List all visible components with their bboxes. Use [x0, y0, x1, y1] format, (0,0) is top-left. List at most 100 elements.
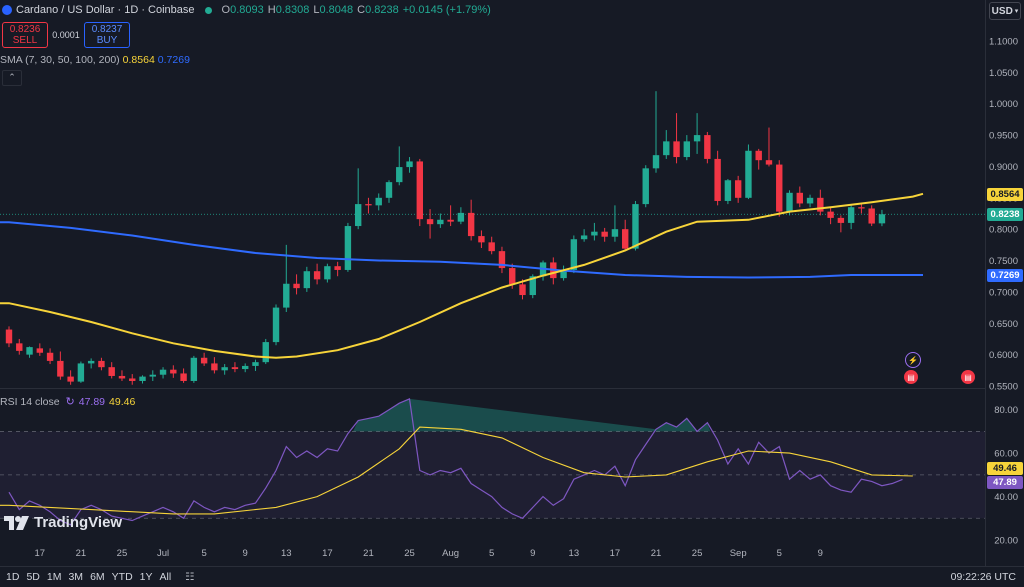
candle-body [272, 307, 280, 343]
candle-body [663, 141, 670, 156]
time-tick-label: 17 [322, 548, 333, 559]
candle-body [817, 197, 824, 212]
sma-label: SMA (7, 30, 50, 100, 200) [0, 54, 120, 66]
sell-price: 0.8236 [9, 23, 41, 35]
candle-body [108, 367, 115, 376]
candle-body [231, 367, 239, 370]
spread-value: 0.0001 [52, 29, 80, 40]
sma-fast-price-tag: 0.8564 [987, 188, 1023, 201]
timeframe-5d[interactable]: 5D [26, 570, 40, 583]
price-tick-label: 0.7000 [989, 287, 1018, 298]
time-tick-label: 25 [117, 548, 128, 559]
candle-body [868, 208, 875, 224]
candle-body [5, 329, 13, 344]
trade-panel: 0.8236 SELL 0.0001 0.8237 BUY [0, 21, 130, 48]
candle-body [87, 360, 95, 364]
candle-body [67, 376, 74, 382]
open-label: O [221, 4, 231, 16]
sma-fast-line [0, 192, 924, 359]
timeframe-ytd[interactable]: YTD [111, 570, 133, 583]
tradingview-logo-icon [4, 515, 29, 530]
rsi-overbought-fill [353, 398, 711, 432]
price-tick-label: 1.1000 [989, 37, 1018, 48]
candle-body [303, 271, 311, 289]
candle-body [827, 211, 834, 218]
sell-button[interactable]: 0.8236 SELL [2, 21, 48, 48]
candle-body [426, 219, 434, 225]
candle-body [242, 365, 249, 370]
price-tick-label: 0.5500 [989, 382, 1018, 393]
clock[interactable]: 09:22:26 UTC [950, 571, 1016, 583]
cardano-icon [2, 5, 12, 15]
us-flag-event-icon[interactable]: ▤ [961, 370, 975, 384]
candle-body [786, 192, 793, 212]
candle-body [765, 160, 773, 165]
rsi-price-tag: 47.89 [987, 476, 1023, 489]
price-tick-label: 0.6000 [989, 350, 1018, 361]
candle-body [683, 141, 691, 158]
chevron-down-icon: ▾ [1014, 8, 1019, 15]
market-status-icon [204, 6, 212, 14]
time-tick-label: 9 [243, 548, 248, 559]
price-tick-label: 0.7500 [989, 256, 1018, 267]
sell-label: SELL [12, 34, 38, 46]
tradingview-logo: TradingView [4, 514, 122, 531]
lightning-event-icon[interactable]: ⚡ [905, 352, 921, 368]
symbol-title[interactable]: Cardano / US Dollar · 1D · Coinbase [16, 4, 195, 16]
timeframe-6m[interactable]: 6M [90, 570, 105, 583]
candle-body [478, 236, 485, 243]
date-range-icon[interactable]: ☷ [185, 570, 195, 583]
candle-body [180, 373, 187, 381]
us-flag-event-icon[interactable]: ▤ [904, 370, 918, 384]
collapse-legend-button[interactable]: ⌃ [2, 70, 22, 86]
pane-separator [0, 388, 985, 389]
candle-body [878, 214, 886, 224]
high-value: 0.8308 [275, 4, 310, 16]
timeframe-3m[interactable]: 3M [68, 570, 84, 583]
price-tick-label: 1.0500 [989, 68, 1018, 79]
candle-body [632, 204, 639, 249]
timeframe-1d[interactable]: 1D [6, 570, 20, 583]
candle-body [847, 207, 855, 223]
candle-body [293, 283, 300, 289]
timeframe-1y[interactable]: 1Y [139, 570, 153, 583]
candle-body [796, 192, 803, 204]
candle-body [252, 362, 259, 366]
candle-body [611, 229, 619, 237]
time-tick-label: 5 [489, 548, 494, 559]
candle-body [734, 180, 742, 198]
sma-legend[interactable]: SMA (7, 30, 50, 100, 200) 0.8564 0.7269 [0, 54, 190, 66]
candle-body [519, 284, 526, 296]
candle-body [406, 161, 413, 168]
candle-body [724, 180, 732, 201]
timeframe-all[interactable]: All [159, 570, 172, 583]
buy-price: 0.8237 [91, 23, 123, 35]
candle-body [837, 217, 845, 223]
candle-body [560, 269, 567, 279]
rsi-legend[interactable]: RSI 14 close ↻ 47.89 49.46 [0, 395, 135, 409]
time-tick-label: 17 [35, 548, 46, 559]
settings-sync-icon[interactable]: ↻ [65, 396, 75, 408]
timeframe-1m[interactable]: 1M [46, 570, 62, 583]
candle-body [334, 266, 341, 270]
candle-body [858, 207, 865, 209]
candle-body [529, 276, 536, 296]
price-tick-label: 0.8000 [989, 225, 1018, 236]
candle-body [467, 212, 475, 237]
timeframe-bar: 1D 5D 1M 3M 6M YTD 1Y All ☷ 09:22:26 UTC [0, 566, 1024, 587]
time-tick-label: 13 [281, 548, 292, 559]
candle-body [190, 357, 198, 381]
chevron-up-icon: ⌃ [8, 72, 16, 82]
low-label: L [313, 4, 320, 16]
candle-body [129, 378, 136, 381]
time-tick-label: 5 [201, 548, 206, 559]
candle-body [755, 150, 762, 161]
open-value: 0.8093 [230, 4, 264, 16]
buy-button[interactable]: 0.8237 BUY [84, 21, 130, 48]
time-tick-label: 21 [363, 548, 374, 559]
candle-body [324, 266, 331, 280]
currency-selector[interactable]: USD ▾ [989, 2, 1021, 20]
rsi-ma-price-tag: 49.46 [987, 462, 1023, 475]
candle-body [365, 204, 372, 206]
